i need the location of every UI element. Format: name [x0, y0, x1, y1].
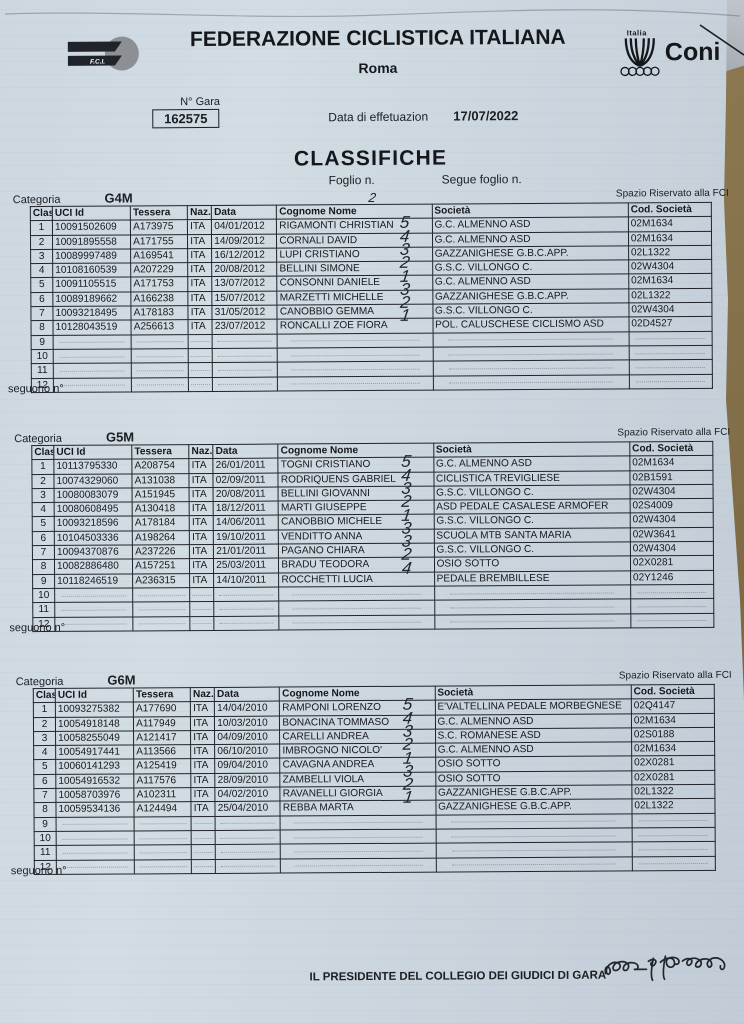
svg-text:F.C.I.: F.C.I.	[90, 59, 105, 66]
svg-text:Italia: Italia	[627, 28, 647, 37]
svg-text:Coni: Coni	[665, 38, 721, 66]
